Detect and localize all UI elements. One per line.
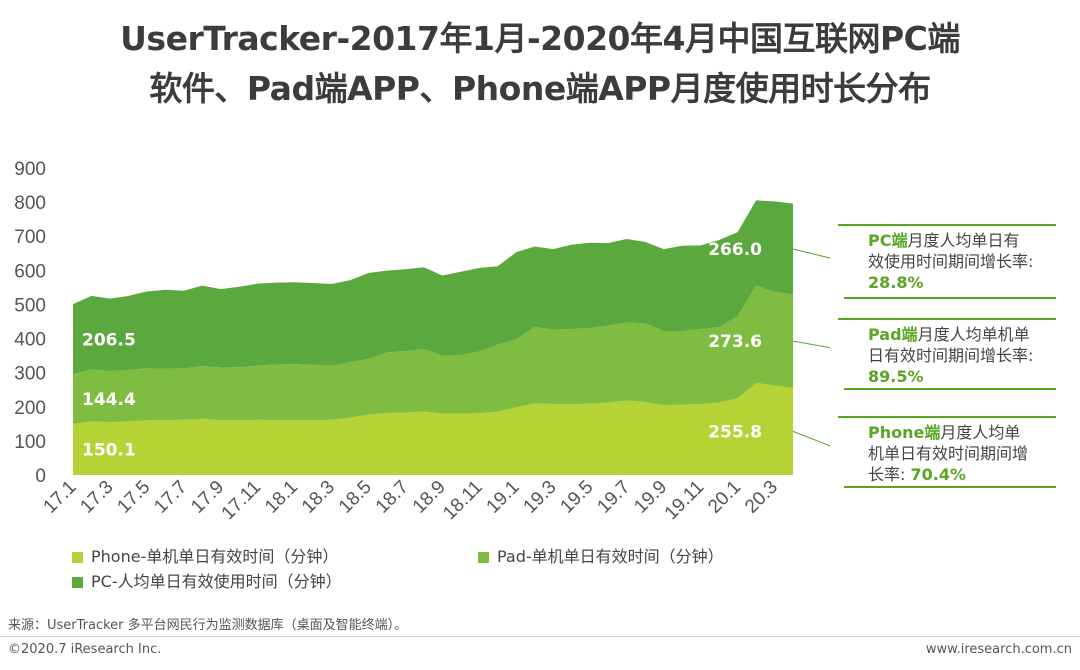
legend-phone: Phone-单机单日有效时间（分钟） [72, 543, 338, 567]
title-line-1: UserTracker-2017年1月-2020年4月中国互联网PC端 [120, 19, 960, 58]
area-series-0 [73, 382, 793, 475]
legend-pad: Pad-单机单日有效时间（分钟） [478, 543, 724, 567]
area-series-2 [73, 200, 793, 375]
x-tick-label: 17.11 [218, 477, 265, 524]
x-tick-label: 17.7 [150, 477, 191, 518]
y-tick-label: 500 [14, 295, 46, 316]
phone-callout-line2: 机单日有效时间期间增 [868, 444, 1029, 463]
y-tick-label: 400 [14, 330, 46, 351]
callout-leader-line [792, 430, 830, 447]
data-label-end-0: 255.8 [708, 422, 762, 442]
pad-callout-rate: 89.5% [868, 367, 924, 386]
page-title: UserTracker-2017年1月-2020年4月中国互联网PC端 软件、P… [0, 14, 1080, 114]
pad-callout-highlight: Pad端 [868, 325, 918, 344]
x-tick-label: 18.1 [261, 477, 302, 518]
data-label-end-1: 273.6 [708, 332, 762, 352]
title-line-2: 软件、Pad端APP、Phone端APP月度使用时长分布 [149, 69, 931, 108]
y-tick-label: 600 [14, 261, 46, 282]
x-tick-label: 19.3 [520, 477, 561, 518]
x-tick-label: 19.7 [593, 477, 634, 518]
footer-divider [0, 636, 1080, 637]
pc-callout-highlight: PC端 [868, 231, 908, 250]
legend-phone-label: Phone-单机单日有效时间（分钟） [91, 547, 339, 566]
data-label-start-2: 206.5 [82, 330, 136, 350]
y-tick-label: 200 [14, 398, 46, 419]
pad-callout-line2: 日有效时间期间增长率: [868, 346, 1034, 365]
data-label-end-2: 266.0 [708, 240, 762, 260]
source-note: 来源：UserTracker 多平台网民行为监测数据库（桌面及智能终端）。 [8, 618, 408, 633]
y-tick-label: 900 [14, 159, 46, 180]
phone-callout-line1: 月度人均单 [940, 423, 1021, 442]
x-tick-label: 18.7 [372, 477, 413, 518]
legend-pad-swatch [478, 552, 489, 563]
y-tick-label: 300 [14, 364, 46, 385]
area-series-1 [73, 285, 793, 424]
x-tick-label: 18.5 [335, 477, 376, 518]
area-chart: 0 100 200 300 400 500 600 700 800 900 150.1 255.8 14… [14, 159, 830, 524]
x-tick-label: 17.5 [113, 477, 154, 518]
phone-callout-line3: 长率: [868, 465, 906, 484]
pc-callout-rate: 28.8% [868, 273, 924, 292]
y-tick-label: 0 [35, 466, 46, 487]
pc-callout-line1: 月度人均单日有 [907, 231, 1020, 250]
y-tick-label: 800 [14, 193, 46, 214]
pc-growth-callout: PC端月度人均单日有 效使用时间期间增长率: 28.8% [838, 224, 1056, 299]
x-tick-label: 17.3 [76, 477, 117, 518]
pad-callout-line1: 月度人均单机单 [917, 325, 1030, 344]
legend-pc: PC-人均单日有效使用时间（分钟） [72, 568, 342, 592]
phone-growth-callout: Phone端月度人均单 机单日有效时间期间增 长率: 70.4% [838, 416, 1056, 488]
x-tick-label: 19.1 [483, 477, 524, 518]
x-tick-label: 20.1 [704, 477, 745, 518]
legend-pc-label: PC-人均单日有效使用时间（分钟） [91, 572, 342, 591]
data-label-start-0: 150.1 [82, 440, 136, 460]
legend-pc-swatch [72, 577, 83, 588]
pc-callout-line2: 效使用时间期间增长率: [868, 252, 1034, 271]
copyright: ©2020.7 iResearch Inc. [8, 642, 162, 657]
pad-growth-callout: Pad端月度人均单机单 日有效时间期间增长率: 89.5% [838, 318, 1056, 390]
website-link[interactable]: www.iresearch.com.cn [925, 642, 1072, 657]
legend-pad-label: Pad-单机单日有效时间（分钟） [497, 547, 724, 566]
legend-phone-swatch [72, 552, 83, 563]
y-tick-label: 100 [14, 432, 46, 453]
x-tick-label: 18.11 [439, 477, 486, 524]
phone-callout-highlight: Phone端 [868, 423, 941, 442]
x-tick-label: 18.3 [298, 477, 339, 518]
x-tick-label: 20.3 [741, 477, 782, 518]
data-label-start-1: 144.4 [82, 390, 136, 410]
y-tick-label: 700 [14, 227, 46, 248]
callout-leader-line [792, 248, 830, 259]
callout-leader-line [792, 340, 830, 349]
x-tick-label: 19.5 [556, 477, 597, 518]
phone-callout-rate: 70.4% [910, 465, 967, 484]
x-tick-label: 19.11 [661, 477, 708, 524]
